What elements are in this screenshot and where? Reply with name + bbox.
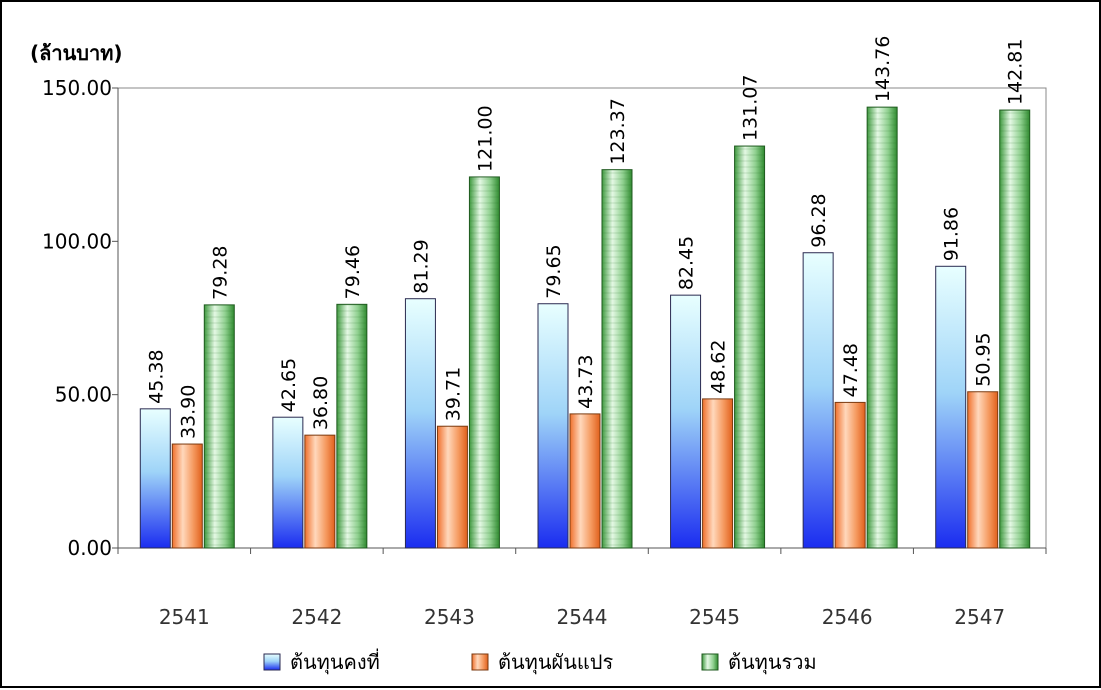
y-tick-label: 50.00 <box>55 383 112 407</box>
label-total-cost: 123.37 <box>607 98 629 164</box>
bar-variable-cost <box>834 401 866 549</box>
label-fixed-cost: 79.65 <box>543 244 565 298</box>
x-tick-label: 2544 <box>557 605 608 629</box>
label-variable-cost: 43.73 <box>575 354 597 408</box>
label-fixed-cost: 82.45 <box>676 236 698 290</box>
legend-swatch <box>471 653 489 671</box>
legend-label: ต้นทุนผันแปร <box>498 650 613 675</box>
bar-total-cost-pattern <box>867 107 898 549</box>
label-variable-cost: 33.90 <box>177 385 199 439</box>
bar-variable-cost <box>304 434 336 549</box>
bars-group <box>139 106 1031 549</box>
bar-total-cost-pattern <box>734 146 765 548</box>
y-tick-label: 100.00 <box>42 229 112 253</box>
label-total-cost: 79.46 <box>342 245 364 299</box>
y-axis: 0.00 50.00 100.00 150.00 <box>42 76 119 560</box>
x-axis: 2541 2542 2543 2544 2545 2546 2547 <box>117 547 1047 629</box>
x-tick-label: 2541 <box>159 605 210 629</box>
x-tick-label: 2546 <box>822 605 873 629</box>
bar-fixed-cost <box>537 303 569 549</box>
y-tick-label: 0.00 <box>67 536 112 560</box>
bar-variable-cost <box>967 391 999 549</box>
label-total-cost: 131.07 <box>740 75 762 141</box>
data-labels-group: 45.38 33.90 79.28 42.65 36.80 79.46 81.29 39.71… <box>145 36 1026 439</box>
label-total-cost: 79.28 <box>209 245 231 299</box>
label-fixed-cost: 45.38 <box>145 349 167 403</box>
label-variable-cost: 48.62 <box>708 339 730 393</box>
x-tick-label: 2542 <box>291 605 342 629</box>
label-variable-cost: 50.95 <box>973 332 995 386</box>
label-fixed-cost: 96.28 <box>808 193 830 247</box>
x-tick-label: 2547 <box>954 605 1005 629</box>
bar-fixed-cost <box>404 298 436 549</box>
bar-total-cost-pattern <box>204 304 235 548</box>
bar-fixed-cost <box>802 252 834 549</box>
legend: ต้นทุนคงที่ ต้นทุนผันแปร ต้นทุนรวม <box>263 648 817 675</box>
bar-fixed-cost <box>139 408 171 549</box>
bar-total-cost-pattern <box>469 176 500 548</box>
x-tick-label: 2543 <box>424 605 475 629</box>
label-fixed-cost: 42.65 <box>278 358 300 412</box>
legend-swatch <box>263 653 281 671</box>
label-fixed-cost: 81.29 <box>410 239 432 293</box>
bar-fixed-cost <box>670 294 702 549</box>
label-variable-cost: 36.80 <box>310 376 332 430</box>
bar-variable-cost <box>569 413 601 549</box>
bar-variable-cost <box>171 443 203 549</box>
bar-total-cost-pattern <box>999 110 1030 549</box>
label-total-cost: 121.00 <box>474 105 496 171</box>
legend-item-variable-cost: ต้นทุนผันแปร <box>471 650 613 675</box>
legend-label: ต้นทุนรวม <box>728 650 817 675</box>
bar-variable-cost <box>436 425 468 549</box>
label-total-cost: 142.81 <box>1005 39 1027 105</box>
legend-item-total-cost: ต้นทุนรวม <box>701 650 817 675</box>
label-fixed-cost: 91.86 <box>941 207 963 261</box>
x-tick-label: 2545 <box>689 605 740 629</box>
bar-total-cost-pattern <box>336 304 367 548</box>
label-variable-cost: 39.71 <box>442 367 464 421</box>
y-axis-label: (ล้านบาท) <box>30 41 123 65</box>
bar-total-cost-pattern <box>602 169 632 548</box>
bar-fixed-cost <box>935 265 967 549</box>
legend-label: ต้นทุนคงที่ <box>290 648 380 675</box>
label-total-cost: 143.76 <box>872 36 894 102</box>
legend-item-fixed-cost: ต้นทุนคงที่ <box>263 648 380 675</box>
bar-variable-cost <box>702 398 734 549</box>
y-tick-label: 150.00 <box>42 76 112 100</box>
bar-fixed-cost <box>272 416 304 549</box>
label-variable-cost: 47.48 <box>840 343 862 397</box>
legend-swatch <box>701 653 719 671</box>
